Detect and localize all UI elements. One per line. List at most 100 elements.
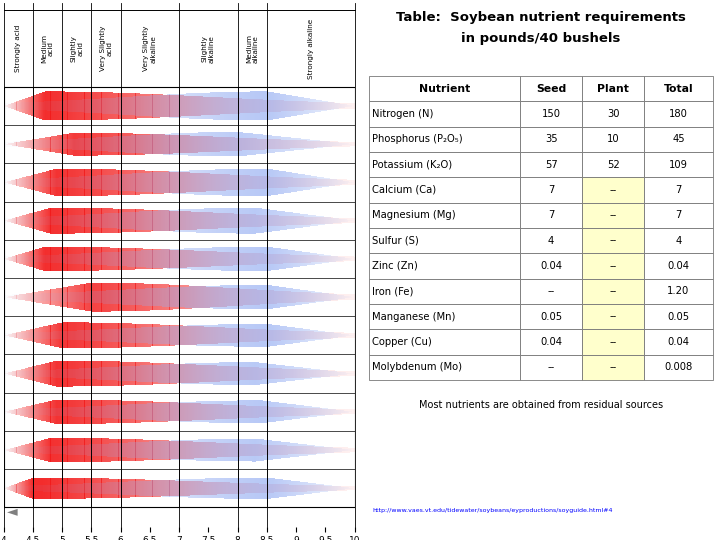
Text: --: -- <box>609 235 617 246</box>
Text: Slightly
alkaline: Slightly alkaline <box>202 35 215 63</box>
Bar <box>520 253 582 279</box>
Text: Nitrogen (N): Nitrogen (N) <box>372 109 433 119</box>
Bar <box>582 127 644 152</box>
Text: Phosphorus (P₂O₅): Phosphorus (P₂O₅) <box>372 134 462 144</box>
Text: Zinc (Zn): Zinc (Zn) <box>372 261 418 271</box>
Text: 45: 45 <box>672 134 685 144</box>
Text: 0.05: 0.05 <box>540 312 562 321</box>
Text: Strongly acid: Strongly acid <box>15 25 21 72</box>
Bar <box>582 253 644 279</box>
Text: 0.04: 0.04 <box>540 261 562 271</box>
Text: Magnesium (Mg): Magnesium (Mg) <box>372 210 455 220</box>
Text: 0.04: 0.04 <box>667 337 690 347</box>
Text: --: -- <box>609 362 617 372</box>
Text: Slightly
acid: Slightly acid <box>71 35 84 62</box>
Bar <box>582 102 644 127</box>
Bar <box>582 304 644 329</box>
Text: --: -- <box>547 286 555 296</box>
Bar <box>644 152 713 177</box>
Text: 30: 30 <box>607 109 619 119</box>
Bar <box>520 228 582 253</box>
Bar <box>582 177 644 202</box>
Bar <box>582 152 644 177</box>
Text: 109: 109 <box>669 160 688 170</box>
Bar <box>520 279 582 304</box>
Bar <box>644 329 713 355</box>
Bar <box>369 228 520 253</box>
Bar <box>369 177 520 202</box>
Text: 7: 7 <box>548 185 554 195</box>
Bar <box>520 127 582 152</box>
Text: 1.20: 1.20 <box>667 286 690 296</box>
Text: Plant: Plant <box>597 84 629 94</box>
Bar <box>582 202 644 228</box>
Text: Table:  Soybean nutrient requirements: Table: Soybean nutrient requirements <box>396 11 685 24</box>
Text: 10: 10 <box>607 134 619 144</box>
Text: --: -- <box>609 185 617 195</box>
Text: --: -- <box>609 286 617 296</box>
Text: 4: 4 <box>675 235 682 246</box>
Bar <box>582 279 644 304</box>
Text: Iron (Fe): Iron (Fe) <box>372 286 413 296</box>
Text: http://www.vaes.vt.edu/tidewater/soybeans/eyproductions/soyguide.html#4: http://www.vaes.vt.edu/tidewater/soybean… <box>372 508 613 514</box>
Text: 150: 150 <box>541 109 561 119</box>
Text: ◄: ◄ <box>7 504 18 518</box>
Text: Calcium (Ca): Calcium (Ca) <box>372 185 436 195</box>
Bar <box>369 304 520 329</box>
Text: 4: 4 <box>548 235 554 246</box>
Bar <box>644 127 713 152</box>
Text: Nutrient: Nutrient <box>419 84 470 94</box>
Text: Total: Total <box>664 84 693 94</box>
Bar <box>520 202 582 228</box>
Text: --: -- <box>609 312 617 321</box>
Bar <box>369 127 520 152</box>
Bar <box>520 177 582 202</box>
Bar <box>644 76 713 102</box>
Text: 0.04: 0.04 <box>540 337 562 347</box>
Text: --: -- <box>609 210 617 220</box>
Bar <box>582 228 644 253</box>
Bar <box>644 304 713 329</box>
Text: Sulfur (S): Sulfur (S) <box>372 235 418 246</box>
Text: 180: 180 <box>669 109 688 119</box>
Bar <box>520 329 582 355</box>
Text: 35: 35 <box>545 134 557 144</box>
Bar <box>520 76 582 102</box>
Bar <box>582 355 644 380</box>
Text: Copper (Cu): Copper (Cu) <box>372 337 431 347</box>
Bar <box>644 177 713 202</box>
Text: Medium
alkaline: Medium alkaline <box>246 34 258 63</box>
Text: 7: 7 <box>548 210 554 220</box>
Text: 7: 7 <box>675 185 682 195</box>
Bar <box>644 228 713 253</box>
Text: Very Slightly
alkaline: Very Slightly alkaline <box>143 26 156 71</box>
Bar <box>644 202 713 228</box>
Bar <box>369 329 520 355</box>
Bar <box>369 152 520 177</box>
Text: --: -- <box>547 362 555 372</box>
Text: --: -- <box>609 261 617 271</box>
Bar <box>644 102 713 127</box>
Text: Most nutrients are obtained from residual sources: Most nutrients are obtained from residua… <box>419 400 663 410</box>
Bar <box>369 76 520 102</box>
Text: Strongly alkaline: Strongly alkaline <box>308 18 314 79</box>
Text: Manganese (Mn): Manganese (Mn) <box>372 312 455 321</box>
Bar <box>520 102 582 127</box>
Text: --: -- <box>609 337 617 347</box>
Text: 52: 52 <box>607 160 619 170</box>
Bar <box>520 304 582 329</box>
Bar <box>369 279 520 304</box>
Text: Potassium (K₂O): Potassium (K₂O) <box>372 160 451 170</box>
Text: Molybdenum (Mo): Molybdenum (Mo) <box>372 362 462 372</box>
Bar <box>369 102 520 127</box>
Bar <box>520 152 582 177</box>
Bar <box>369 253 520 279</box>
Text: 0.008: 0.008 <box>665 362 693 372</box>
Bar <box>582 76 644 102</box>
Bar <box>369 202 520 228</box>
Bar <box>520 355 582 380</box>
Text: Seed: Seed <box>536 84 567 94</box>
Text: in pounds/40 bushels: in pounds/40 bushels <box>461 31 621 44</box>
Text: 0.05: 0.05 <box>667 312 690 321</box>
Text: Very Slightly
acid: Very Slightly acid <box>99 26 112 71</box>
